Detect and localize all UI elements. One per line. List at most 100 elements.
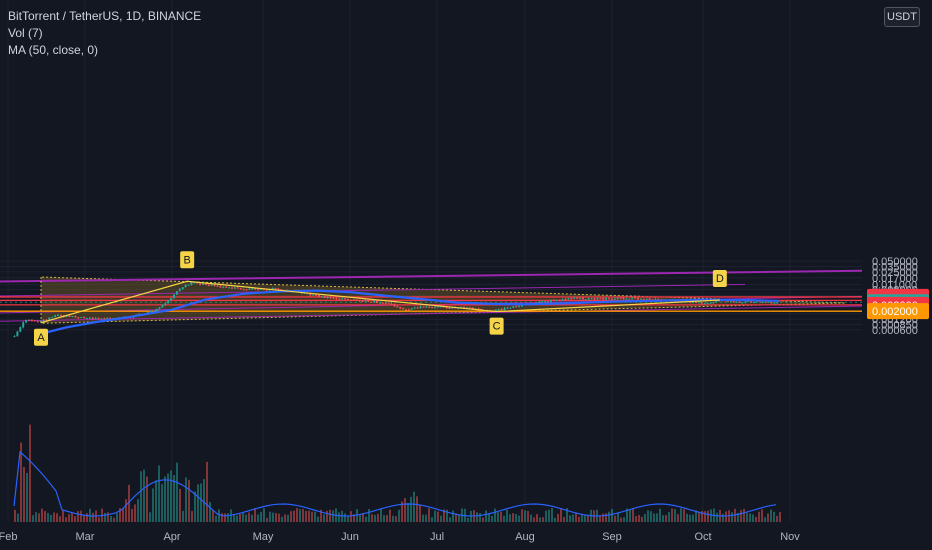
volume-bar [605,513,607,522]
volume-bar [158,465,160,522]
volume-bar [422,514,424,522]
candle-body [260,289,262,291]
candle-body [428,306,431,308]
candle-body [74,315,77,318]
volume-bar [527,511,529,522]
candle-body [396,306,399,308]
price-tick-label: 0.011000 [872,280,917,292]
volume-bar [32,515,34,522]
time-tick-label: Sep [602,531,622,543]
volume-bar [629,509,631,522]
candle-body [178,289,181,292]
volume-bar [41,508,43,522]
volume-bar [740,510,742,522]
candle-body [68,315,71,317]
volume-bar [386,515,388,522]
volume-bar [773,511,775,522]
volume-bar [410,496,412,522]
candle-body [434,306,436,308]
candle-body [564,299,567,301]
volume-bar [248,512,250,522]
volume-indicator-label[interactable]: Vol (7) [8,26,43,40]
volume-bar [722,513,724,522]
candle-body [538,301,541,303]
volume-bar [614,515,616,522]
volume-bar [452,510,454,522]
volume-bar [731,512,733,522]
ma-indicator-label[interactable]: MA (50, close, 0) [8,43,99,57]
volume-bar [347,516,349,522]
volume-bar [305,510,307,522]
candle-body [587,298,590,300]
candle-body [280,289,283,291]
volume-bar [653,513,655,522]
volume-bar [485,510,487,522]
candle-body [471,307,474,309]
price-axis[interactable]: 0.0500000.0350000.0250000.0170000.011000… [862,0,932,550]
candle-body [265,289,268,291]
candle-body [352,299,355,301]
candle-body [729,300,732,302]
volume-bar [611,508,613,522]
candle-body [410,308,413,310]
volume-bar [179,488,181,522]
volume-bar [140,471,142,522]
marker-badge [712,270,727,288]
volume-bar [716,512,718,522]
volume-bar [302,509,304,522]
volume-bar [548,509,550,522]
candle-body [399,307,402,309]
currency-button[interactable]: USDT [884,7,920,27]
volume-bar [245,514,247,522]
price-tag-label: 0.002000 [872,306,918,318]
candle-body [80,316,83,318]
volume-bar [317,516,319,522]
candle-body [344,298,347,300]
volume-bar [581,514,583,522]
pattern-point-d: D [712,270,727,288]
volume-bar [764,517,766,522]
volume-bar [161,484,163,522]
candle-body [332,297,335,299]
volume-bar [701,510,703,522]
candle-body [561,299,564,301]
candle-body [86,318,88,320]
volume-bar [152,488,154,522]
candle-body [338,298,341,300]
symbol-title[interactable]: BitTorrent / TetherUS, 1D, BINANCE [8,9,202,23]
candle-body [91,317,94,319]
candle-body [109,318,112,320]
volume-bar [743,508,745,522]
volume-bar [344,513,346,522]
candle-body [57,314,59,316]
candle-body [202,283,204,285]
volume-bar [440,515,442,522]
volume-bar [680,508,682,522]
volume-bar [218,509,220,522]
price-tick-label: 0.000600 [872,325,918,337]
volume-bar [338,512,340,522]
volume-bar [185,477,187,522]
candle-body [625,298,628,300]
candle-body [767,301,770,303]
volume-bar [650,511,652,522]
volume-bar [503,515,505,522]
volume-bar [746,513,748,522]
volume-bar [497,512,499,522]
candle-body [576,297,579,299]
volume-bar [419,504,421,522]
volume-bar [488,513,490,522]
volume-bar [644,513,646,522]
volume-bar [404,497,406,522]
candle-body [83,316,86,319]
time-axis[interactable]: Feb Mar Apr May Jun Jul Aug Sep Oct Nov [0,522,932,550]
volume-bar [437,511,439,522]
candle-body [318,294,320,297]
volume-bar [374,514,376,522]
candle-body [634,297,637,299]
candle-body [65,315,68,317]
volume-bar [350,511,352,522]
volume-bar [287,514,289,522]
volume-bar [146,476,148,522]
